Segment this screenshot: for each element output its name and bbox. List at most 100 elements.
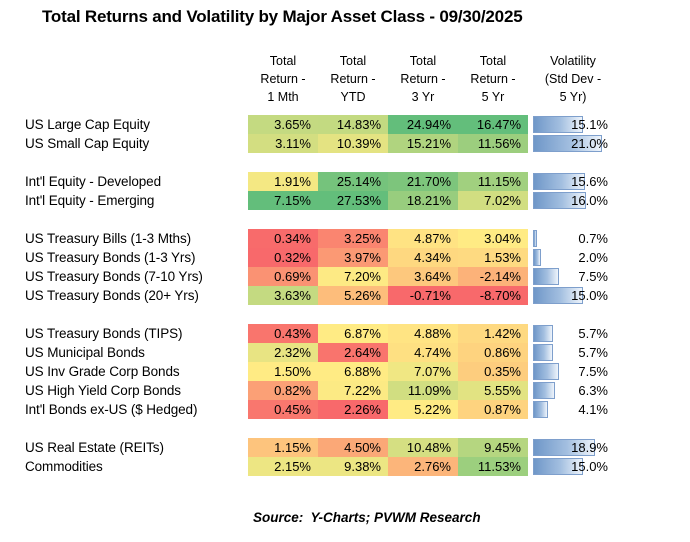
volatility-bar	[533, 192, 587, 209]
volatility-column-header: Volatility (Std Dev - 5 Yr)	[533, 52, 613, 106]
return-cell: 1.91%	[248, 172, 318, 191]
return-cell: 10.48%	[388, 438, 458, 457]
row-label: US High Yield Corp Bonds	[25, 383, 181, 398]
page-title: Total Returns and Volatility by Major As…	[42, 7, 523, 26]
table-row: US High Yield Corp Bonds 0.82% 7.22% 11.09%…	[25, 381, 613, 400]
header-line: 5 Yr	[481, 90, 505, 104]
header-line: 3 Yr	[411, 90, 435, 104]
row-label: US Treasury Bonds (20+ Yrs)	[25, 288, 199, 303]
volatility-value: 6.3%	[578, 383, 608, 398]
return-cell: 25.14%	[318, 172, 388, 191]
return-cell: 11.56%	[458, 134, 528, 153]
volatility-cell: 15.1%	[533, 115, 613, 134]
header-line: (Std Dev -	[544, 72, 602, 86]
header-line: Return -	[260, 72, 306, 86]
label-column-spacer	[25, 52, 248, 106]
asset-group: US Real Estate (REITs) 1.15% 4.50% 10.48% 9.…	[25, 438, 613, 476]
volatility-cell: 2.0%	[533, 248, 613, 267]
return-cell: 1.15%	[248, 438, 318, 457]
volatility-cell: 21.0%	[533, 134, 613, 153]
volatility-cell: 18.9%	[533, 438, 613, 457]
table-row: US Treasury Bonds (TIPS) 0.43% 6.87% 4.88% 1…	[25, 324, 613, 343]
header-line: 1 Mth	[267, 90, 299, 104]
return-cell: 27.53%	[318, 191, 388, 210]
header-line: YTD	[340, 90, 366, 104]
volatility-value: 15.0%	[571, 288, 608, 303]
return-cell: 4.88%	[388, 324, 458, 343]
column-header-row: Total Return - 1 Mth Total Return - YTD Total R…	[25, 52, 613, 106]
return-cell: 0.69%	[248, 267, 318, 286]
return-cell: 3.25%	[318, 229, 388, 248]
volatility-cell: 0.7%	[533, 229, 613, 248]
volatility-cell: 7.5%	[533, 267, 613, 286]
return-cell: 18.21%	[388, 191, 458, 210]
volatility-bar	[533, 458, 583, 475]
return-cell: 9.38%	[318, 457, 388, 476]
volatility-value: 5.7%	[578, 326, 608, 341]
volatility-cell: 15.0%	[533, 457, 613, 476]
return-cell: -2.14%	[458, 267, 528, 286]
return-cell: 11.15%	[458, 172, 528, 191]
table-row: US Treasury Bonds (1-3 Yrs) 0.32% 3.97% 4.3…	[25, 248, 613, 267]
return-column-header: Total Return - 5 Yr	[458, 52, 528, 106]
asset-group: Int'l Equity - Developed 1.91% 25.14% 21.70…	[25, 172, 613, 210]
header-line: 5 Yr)	[559, 90, 587, 104]
header-gap	[25, 106, 613, 115]
row-label: Int'l Equity - Developed	[25, 174, 162, 189]
return-column-header: Total Return - YTD	[318, 52, 388, 106]
volatility-cell: 16.0%	[533, 191, 613, 210]
table-row: US Treasury Bonds (7-10 Yrs) 0.69% 7.20% 3.…	[25, 267, 613, 286]
return-cell: 4.87%	[388, 229, 458, 248]
table-row: US Treasury Bonds (20+ Yrs) 3.63% 5.26% -0.…	[25, 286, 613, 305]
row-label: US Small Cap Equity	[25, 136, 150, 151]
return-cell: 4.34%	[388, 248, 458, 267]
row-label: Int'l Equity - Emerging	[25, 193, 155, 208]
volatility-bar	[533, 249, 542, 266]
return-cell: 3.11%	[248, 134, 318, 153]
return-cell: 0.82%	[248, 381, 318, 400]
volatility-cell: 5.7%	[533, 324, 613, 343]
row-label: US Treasury Bills (1-3 Mths)	[25, 231, 191, 246]
return-cell: 7.15%	[248, 191, 318, 210]
return-cell: 1.53%	[458, 248, 528, 267]
header-line: Total	[479, 54, 507, 68]
return-cell: 0.32%	[248, 248, 318, 267]
volatility-bar	[533, 135, 603, 152]
volatility-cell: 15.0%	[533, 286, 613, 305]
header-line: Total	[409, 54, 437, 68]
table-row: Int'l Bonds ex-US ($ Hedged) 0.45% 2.26% 5.…	[25, 400, 613, 419]
volatility-bar	[533, 268, 559, 285]
return-cell: 6.88%	[318, 362, 388, 381]
header-line: Total	[269, 54, 297, 68]
return-cell: 11.53%	[458, 457, 528, 476]
volatility-value: 7.5%	[578, 364, 608, 379]
return-cell: 3.04%	[458, 229, 528, 248]
volatility-bar	[533, 363, 559, 380]
row-label: US Real Estate (REITs)	[25, 440, 164, 455]
return-cell: 1.42%	[458, 324, 528, 343]
return-cell: 3.65%	[248, 115, 318, 134]
volatility-value: 5.7%	[578, 345, 608, 360]
volatility-value: 16.0%	[571, 193, 608, 208]
return-cell: 0.34%	[248, 229, 318, 248]
return-cell: 1.50%	[248, 362, 318, 381]
return-cell: 7.20%	[318, 267, 388, 286]
return-cell: 5.26%	[318, 286, 388, 305]
volatility-value: 2.0%	[578, 250, 608, 265]
volatility-bar	[533, 173, 585, 190]
table-row: US Real Estate (REITs) 1.15% 4.50% 10.48% 9.…	[25, 438, 613, 457]
table-row: US Inv Grade Corp Bonds 1.50% 6.88% 7.07% 0.…	[25, 362, 613, 381]
asset-group: US Treasury Bills (1-3 Mths) 0.34% 3.25% 4.…	[25, 229, 613, 305]
volatility-value: 0.7%	[578, 231, 608, 246]
return-cell: 10.39%	[318, 134, 388, 153]
table-row: US Municipal Bonds 2.32% 2.64% 4.74% 0.86% 5.…	[25, 343, 613, 362]
return-cell: 3.97%	[318, 248, 388, 267]
return-cell: 2.15%	[248, 457, 318, 476]
volatility-value: 18.9%	[571, 440, 608, 455]
volatility-bar	[533, 287, 583, 304]
table-row: Int'l Equity - Emerging 7.15% 27.53% 18.21%…	[25, 191, 613, 210]
table-row: US Small Cap Equity 3.11% 10.39% 15.21% 11.5…	[25, 134, 613, 153]
table-body: US Large Cap Equity 3.65% 14.83% 24.94% 16.4…	[25, 115, 613, 476]
return-column-header: Total Return - 1 Mth	[248, 52, 318, 106]
